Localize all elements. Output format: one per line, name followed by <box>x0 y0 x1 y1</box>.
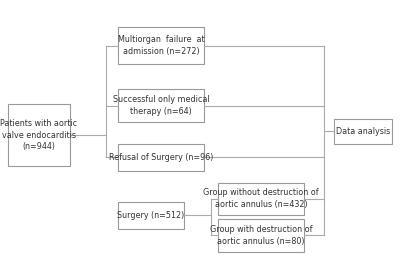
FancyBboxPatch shape <box>118 89 204 122</box>
FancyBboxPatch shape <box>118 202 184 229</box>
Text: Multiorgan  failure  at
admission (n=272): Multiorgan failure at admission (n=272) <box>118 35 204 56</box>
Text: Refusal of Surgery (n=96): Refusal of Surgery (n=96) <box>109 153 213 162</box>
FancyBboxPatch shape <box>8 104 70 166</box>
FancyBboxPatch shape <box>218 220 304 252</box>
Text: Data analysis: Data analysis <box>336 127 390 136</box>
Text: Patients with aortic
valve endocarditis
(n=944): Patients with aortic valve endocarditis … <box>0 119 78 151</box>
Text: Successful only medical
therapy (n=64): Successful only medical therapy (n=64) <box>113 95 209 116</box>
Text: Group without destruction of
aortic annulus (n=432): Group without destruction of aortic annu… <box>203 188 319 209</box>
FancyBboxPatch shape <box>118 144 204 171</box>
FancyBboxPatch shape <box>118 27 204 64</box>
FancyBboxPatch shape <box>334 119 392 144</box>
FancyBboxPatch shape <box>218 183 304 215</box>
Text: Surgery (n=512): Surgery (n=512) <box>117 211 185 220</box>
Text: Group with destruction of
aortic annulus (n=80): Group with destruction of aortic annulus… <box>210 225 312 246</box>
